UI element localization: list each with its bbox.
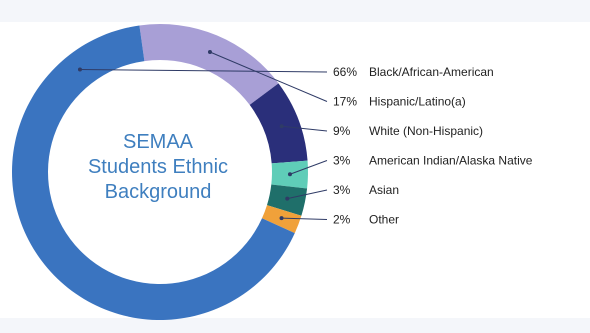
leader-dot-0 <box>77 67 82 72</box>
donut-slice-1 <box>139 24 279 105</box>
legend-label-2: White (Non-Hispanic) <box>369 124 483 138</box>
chart-title-line-3: Background <box>105 181 212 203</box>
legend-percent-1: 17% <box>333 95 357 109</box>
legend: 66% Black/African-American 17% Hispanic/Lat… <box>333 65 533 227</box>
leader-lines <box>77 49 328 221</box>
leader-line-4 <box>287 189 328 200</box>
legend-label-1: Hispanic/Latino(a) <box>369 95 466 109</box>
legend-label-5: Other <box>369 213 399 227</box>
chart-title-line-1: SEMAA <box>123 131 194 153</box>
legend-percent-2: 9% <box>333 124 351 138</box>
leader-dot-3 <box>287 172 292 177</box>
chart-title-line-2: Students Ethnic <box>88 156 228 178</box>
leader-dot-2 <box>279 124 284 129</box>
legend-percent-3: 3% <box>333 154 351 168</box>
top-border <box>0 0 590 22</box>
donut-slice-2 <box>249 83 308 164</box>
leader-line-2 <box>281 125 328 132</box>
leader-dot-4 <box>285 196 290 201</box>
legend-percent-4: 3% <box>333 183 351 197</box>
leader-dot-1 <box>207 49 212 54</box>
bottom-border <box>0 318 590 333</box>
legend-label-4: Asian <box>369 183 399 197</box>
legend-label-3: American Indian/Alaska Native <box>369 154 533 168</box>
leader-line-0 <box>79 69 328 73</box>
leader-line-1 <box>209 51 328 102</box>
leader-dot-5 <box>279 216 284 221</box>
legend-label-0: Black/African-American <box>369 65 494 79</box>
leader-line-3 <box>289 160 328 175</box>
leader-line-5 <box>281 217 328 220</box>
legend-percent-0: 66% <box>333 65 357 79</box>
legend-percent-5: 2% <box>333 213 351 227</box>
